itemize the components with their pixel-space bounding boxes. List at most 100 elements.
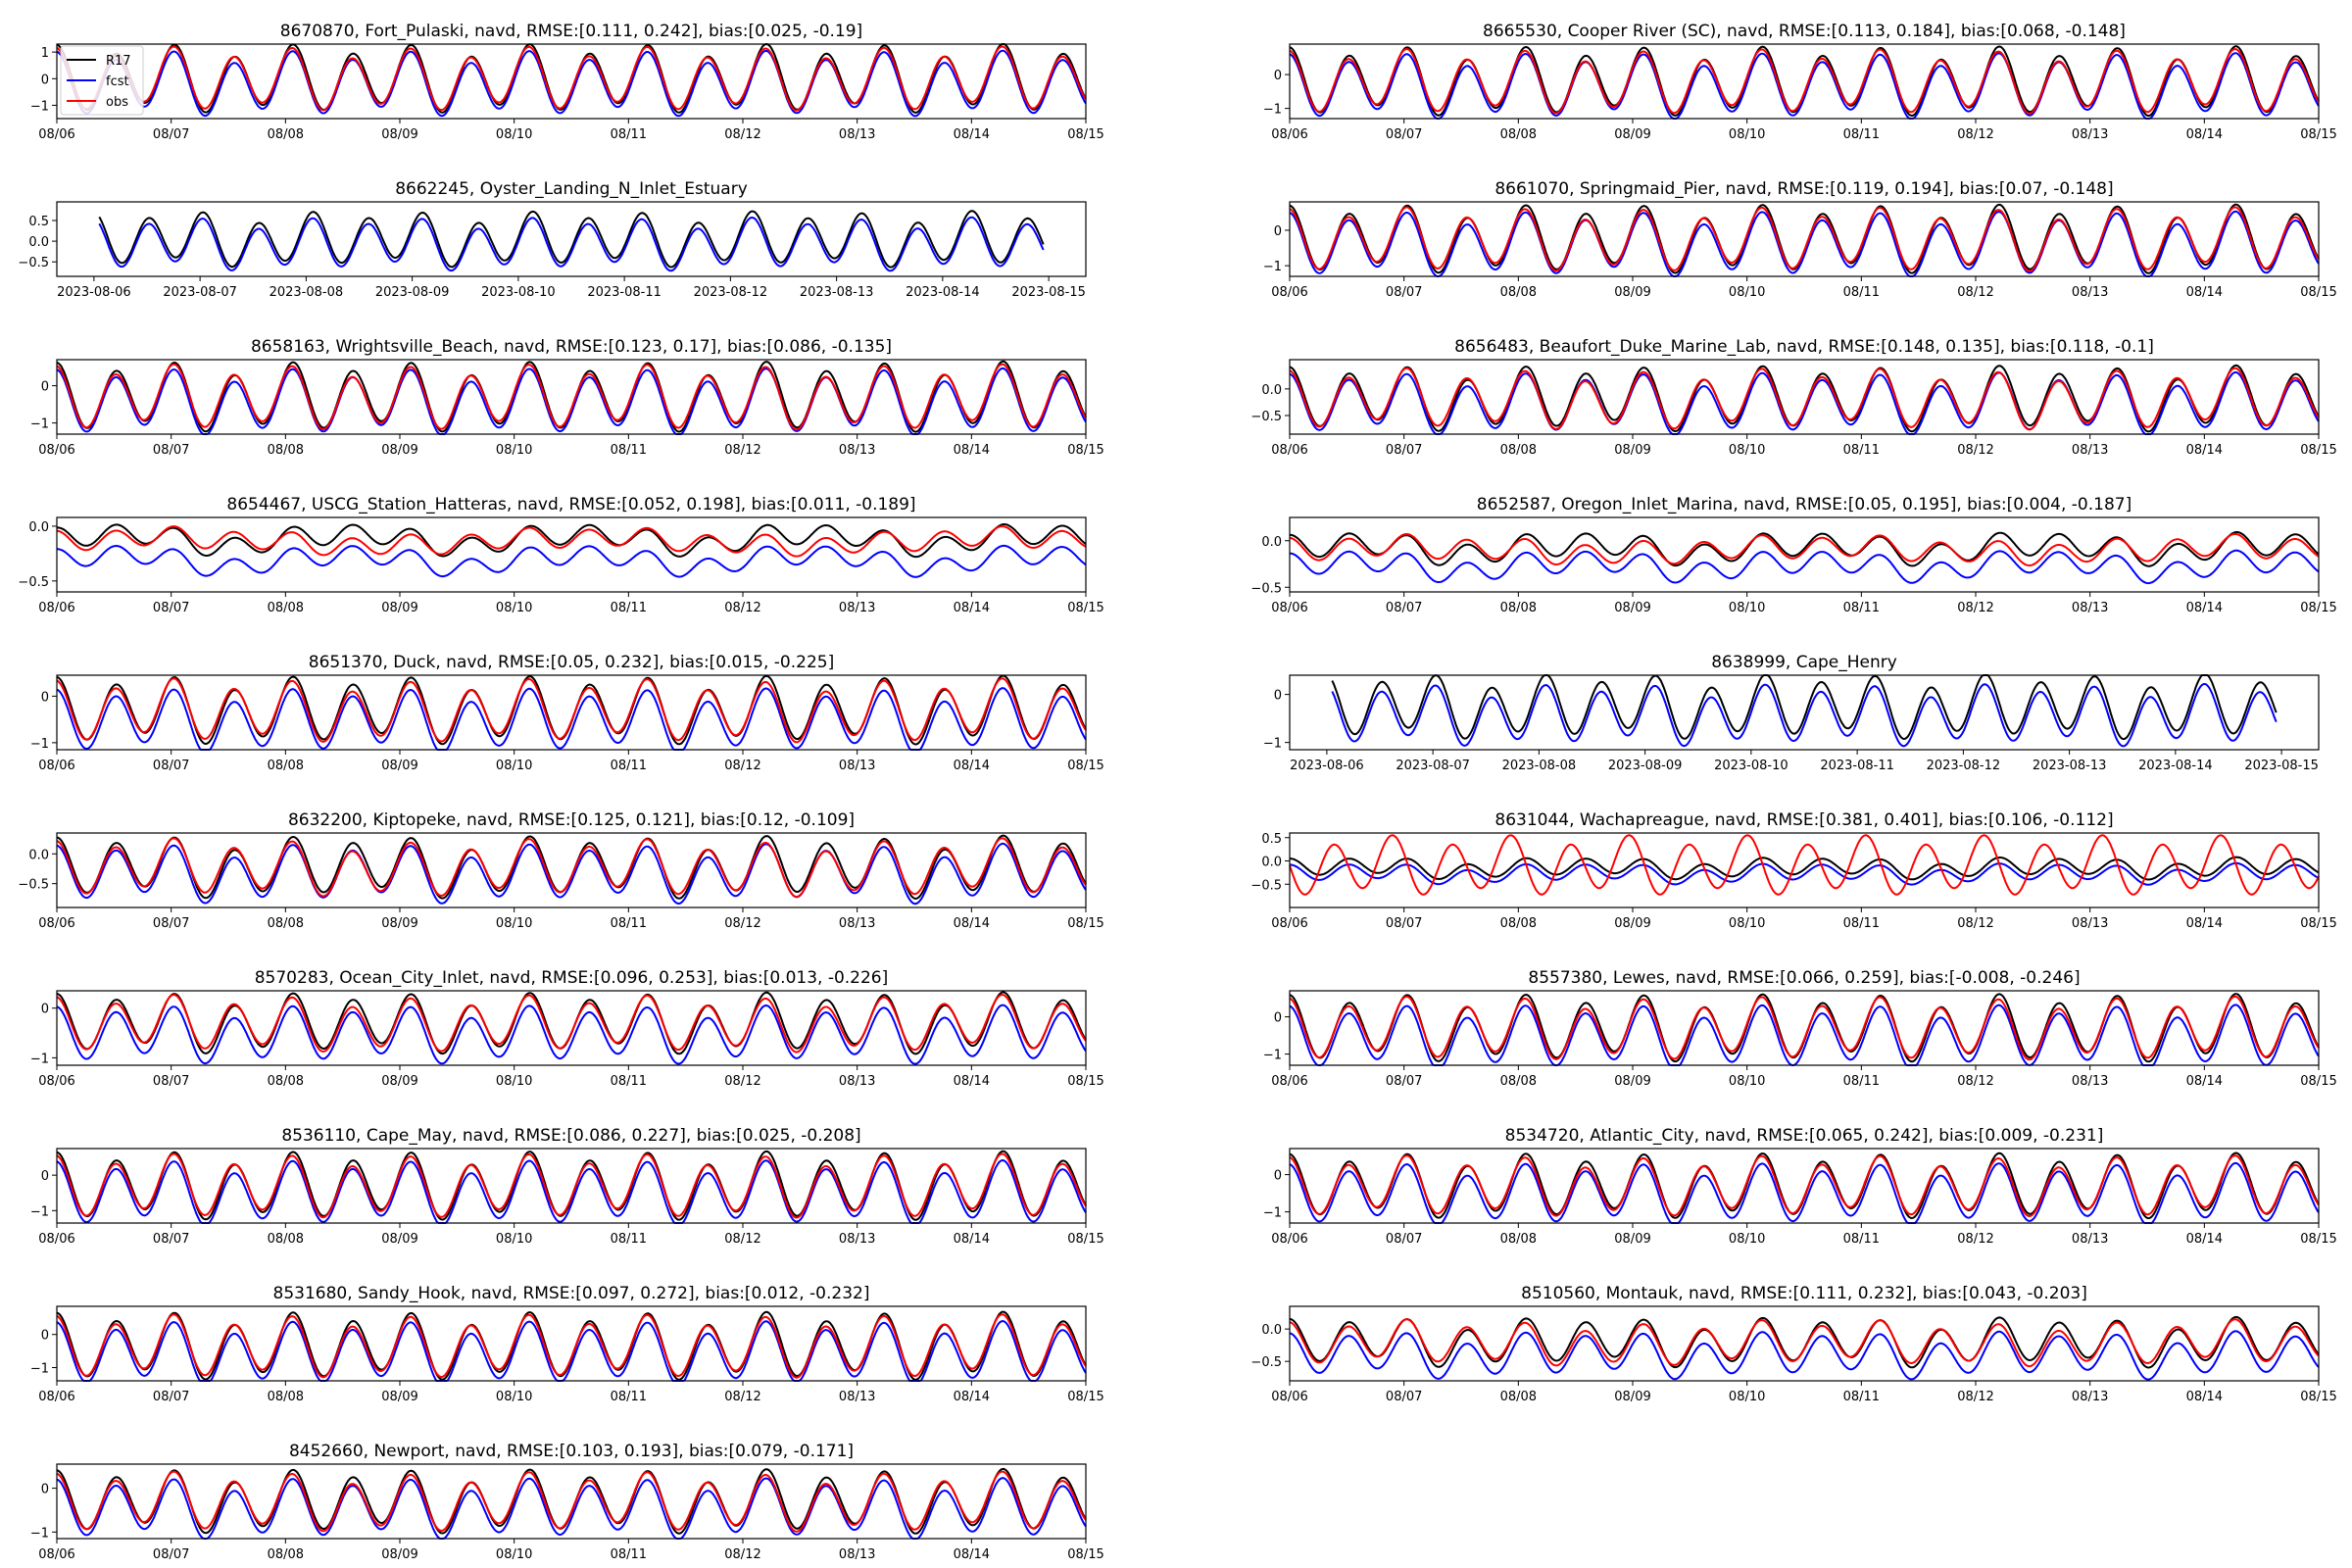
panel-title: 8670870, Fort_Pulaski, navd, RMSE:[0.111… — [280, 22, 862, 41]
y-tick-label: 0.0 — [1261, 1323, 1282, 1338]
axes-frame — [1289, 1148, 2320, 1224]
x-tick-label: 08/10 — [496, 916, 532, 931]
x-tick-label: 08/10 — [496, 759, 532, 773]
x-tick-label: 08/09 — [381, 1232, 417, 1247]
series-R17 — [56, 523, 1087, 559]
x-tick-label: 08/09 — [1614, 285, 1650, 300]
x-tick-label: 08/11 — [1843, 285, 1880, 300]
station-panel-6: 8654467, USCG_Station_Hatteras, navd, RM… — [18, 495, 1103, 615]
x-tick-label: 08/10 — [1729, 1232, 1765, 1247]
x-tick-label: 08/07 — [1386, 285, 1422, 300]
x-tick-label: 08/06 — [1271, 285, 1307, 300]
x-tick-label: 08/11 — [611, 1390, 647, 1404]
x-tick-label: 08/15 — [2300, 285, 2336, 300]
x-tick-label: 08/14 — [2186, 127, 2223, 142]
panel-title: 8510560, Montauk, navd, RMSE:[0.111, 0.2… — [1521, 1284, 2087, 1303]
x-tick-label: 08/06 — [38, 127, 74, 142]
x-tick-label: 08/10 — [496, 1547, 532, 1562]
x-tick-label: 08/09 — [381, 127, 417, 142]
station-panel-10: 8632200, Kiptopeke, navd, RMSE:[0.125, 0… — [18, 810, 1103, 931]
station-panel-4: 8658163, Wrightsville_Beach, navd, RMSE:… — [30, 337, 1104, 458]
x-tick-label: 08/10 — [496, 1232, 532, 1247]
x-tick-label: 08/12 — [724, 443, 760, 458]
x-tick-label: 08/14 — [954, 759, 990, 773]
x-tick-label: 08/09 — [381, 916, 417, 931]
panel-title: 8652587, Oregon_Inlet_Marina, navd, RMSE… — [1477, 495, 2132, 514]
panel-title: 8661070, Springmaid_Pier, navd, RMSE:[0.… — [1494, 179, 2113, 199]
x-tick-label: 08/15 — [2300, 1390, 2336, 1404]
series-fcst — [98, 216, 1045, 272]
y-tick-label: −0.5 — [18, 878, 49, 893]
x-tick-label: 2023-08-11 — [587, 285, 662, 300]
series-obs — [1289, 1154, 2320, 1218]
y-tick-label: 0.0 — [28, 848, 49, 862]
x-tick-label: 08/13 — [2072, 916, 2108, 931]
panel-title: 8531680, Sandy_Hook, navd, RMSE:[0.097, … — [273, 1284, 870, 1303]
y-tick-label: 0 — [41, 380, 49, 395]
x-tick-label: 08/13 — [2072, 1074, 2108, 1089]
x-tick-label: 08/13 — [839, 1232, 875, 1247]
x-tick-label: 08/11 — [1843, 916, 1880, 931]
y-tick-label: −1 — [1263, 1206, 1282, 1221]
y-tick-label: 0 — [41, 73, 49, 87]
x-tick-label: 08/08 — [1500, 1232, 1537, 1247]
x-tick-label: 08/11 — [611, 1547, 647, 1562]
x-tick-label: 2023-08-11 — [1820, 759, 1894, 773]
x-tick-label: 08/06 — [38, 1547, 74, 1562]
axes-frame — [56, 43, 1087, 120]
x-tick-label: 08/11 — [611, 759, 647, 773]
axes-frame — [56, 359, 1087, 435]
panel-title: 8557380, Lewes, navd, RMSE:[0.066, 0.259… — [1528, 968, 2080, 988]
x-tick-label: 08/10 — [1729, 916, 1765, 931]
series-obs — [1289, 367, 2320, 431]
y-tick-label: 0 — [41, 1003, 49, 1017]
x-tick-label: 2023-08-08 — [270, 285, 344, 300]
x-tick-label: 08/15 — [1067, 601, 1103, 615]
x-tick-label: 08/12 — [1957, 1232, 1993, 1247]
x-tick-label: 08/15 — [2300, 443, 2336, 458]
panel-title: 8638999, Cape_Henry — [1711, 653, 1897, 672]
x-tick-label: 08/14 — [2186, 285, 2223, 300]
legend-box — [60, 45, 144, 116]
y-tick-label: 0.0 — [28, 235, 49, 250]
x-tick-label: 2023-08-07 — [163, 285, 237, 300]
x-tick-label: 08/15 — [1067, 127, 1103, 142]
x-tick-label: 08/07 — [1386, 127, 1422, 142]
x-tick-label: 08/07 — [1386, 1390, 1422, 1404]
station-panel-11: 8631044, Wachapreague, navd, RMSE:[0.381… — [1250, 810, 2336, 931]
y-tick-label: −1 — [30, 417, 49, 432]
series-fcst — [1331, 683, 2278, 748]
x-tick-label: 08/07 — [153, 1547, 189, 1562]
x-tick-label: 08/12 — [1957, 916, 1993, 931]
x-tick-label: 08/06 — [1271, 916, 1307, 931]
x-tick-label: 08/07 — [153, 1390, 189, 1404]
y-tick-label: −1 — [30, 1361, 49, 1376]
panel-title: 8570283, Ocean_City_Inlet, navd, RMSE:[0… — [255, 968, 889, 988]
x-tick-label: 08/09 — [1614, 1074, 1650, 1089]
series-fcst — [56, 49, 1087, 118]
x-tick-label: 08/11 — [611, 1074, 647, 1089]
series-fcst — [1290, 549, 2320, 585]
x-tick-label: 08/09 — [1614, 601, 1650, 615]
x-tick-label: 08/11 — [1843, 1074, 1880, 1089]
y-tick-label: −1 — [30, 1526, 49, 1541]
axes-frame — [56, 201, 1087, 277]
series-R17 — [1331, 674, 2278, 741]
x-tick-label: 08/14 — [2186, 1390, 2223, 1404]
x-tick-label: 08/11 — [611, 601, 647, 615]
series-obs — [56, 677, 1087, 744]
series-obs — [1289, 1318, 2320, 1368]
station-panel-15: 8534720, Atlantic_City, navd, RMSE:[0.06… — [1263, 1126, 2337, 1247]
series-fcst — [1289, 1330, 2320, 1381]
x-tick-label: 08/08 — [268, 1074, 304, 1089]
panel-title: 8631044, Wachapreague, navd, RMSE:[0.381… — [1494, 810, 2113, 830]
x-tick-label: 08/12 — [1957, 1074, 1993, 1089]
y-tick-label: 0.5 — [28, 215, 49, 229]
x-tick-label: 08/10 — [1729, 285, 1765, 300]
station-panel-1: 8665530, Cooper River (SC), navd, RMSE:[… — [1263, 22, 2337, 142]
series-obs — [56, 837, 1087, 899]
station-panel-18: 8452660, Newport, navd, RMSE:[0.103, 0.1… — [30, 1442, 1104, 1562]
y-tick-label: 0 — [1274, 1011, 1282, 1026]
x-tick-label: 08/08 — [1500, 1390, 1537, 1404]
y-tick-label: 0 — [41, 1483, 49, 1497]
